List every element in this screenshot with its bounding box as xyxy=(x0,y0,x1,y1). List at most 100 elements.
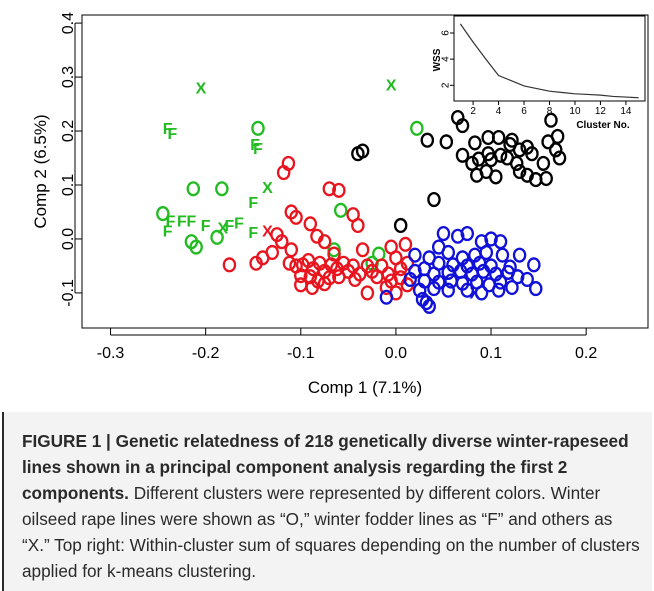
point-green-o xyxy=(251,120,265,136)
point-blue-o xyxy=(520,271,534,287)
inset-y-axis-title: WSS xyxy=(432,48,443,71)
y-tick-label: 0.2 xyxy=(60,120,77,142)
point-black-o xyxy=(465,155,479,171)
point-green-o xyxy=(156,206,170,222)
point-red-o xyxy=(400,255,415,271)
point-red-o xyxy=(355,242,370,258)
inset-y-tick-label: 4 xyxy=(441,56,452,62)
x-axis-title: Comp 1 (7.1%) xyxy=(308,378,422,397)
point-blue-o xyxy=(403,271,417,287)
point-blue-o xyxy=(505,279,519,296)
inset-x-tick-label: 8 xyxy=(547,106,553,117)
point-green-f: F xyxy=(248,225,258,242)
point-blue-o xyxy=(479,244,494,260)
point-green-x: X xyxy=(262,180,273,197)
point-red-o xyxy=(294,268,308,284)
point-black-o xyxy=(525,146,539,162)
figure-plots: -0.3 -0.2 -0.1 0.0 0.1 0.2 -0.1 0.0 0.1 0.2 0.3 0.4… xyxy=(31,12,649,397)
point-green-f: F xyxy=(163,223,173,240)
point-blue-o xyxy=(493,274,508,290)
point-red-o xyxy=(370,269,384,285)
point-red-o xyxy=(303,269,318,285)
point-green-o xyxy=(410,120,424,136)
point-red-o xyxy=(284,242,299,258)
point-black-o xyxy=(544,112,558,128)
point-black-o xyxy=(471,151,486,167)
x-tick-label: 0.1 xyxy=(480,345,502,362)
point-black-o xyxy=(552,150,567,166)
x-tick-label: -0.2 xyxy=(192,345,220,362)
point-green-f: F xyxy=(177,214,187,231)
point-red-o xyxy=(281,155,296,171)
point-red-o xyxy=(351,217,365,234)
point-blue-o xyxy=(529,281,543,297)
point-blue-o xyxy=(460,226,475,242)
point-black-o xyxy=(548,142,563,158)
point-black-o xyxy=(420,132,435,148)
point-black-o xyxy=(541,134,555,150)
point-green-f: F xyxy=(250,137,260,154)
point-red-o xyxy=(303,216,318,232)
point-blue-o xyxy=(495,247,510,263)
point-red-o xyxy=(348,271,362,287)
inset-x-axis-title: Cluster No. xyxy=(576,120,630,131)
inset-x-tick-label: 12 xyxy=(595,106,607,117)
x-tick-label: 0.0 xyxy=(385,345,407,362)
point-blue-x: X xyxy=(470,285,481,302)
point-green-x: X xyxy=(217,221,228,238)
point-green-f: F xyxy=(163,121,173,138)
y-tick-label: 0.0 xyxy=(60,228,77,250)
pca-scatter-plot: -0.3 -0.2 -0.1 0.0 0.1 0.2 -0.1 0.0 0.1 0.2 0.3 0.4… xyxy=(31,12,649,397)
y-tick-label: 0.1 xyxy=(60,174,77,196)
point-green-o xyxy=(189,239,203,255)
inset-x-tick-label: 14 xyxy=(620,106,632,117)
point-blue-o xyxy=(379,289,394,305)
point-red-o xyxy=(222,257,237,273)
point-green-f: F xyxy=(187,214,197,231)
inset-x-tick-label: 10 xyxy=(569,106,581,117)
point-green-f: F xyxy=(167,126,177,143)
inset-x-tick-label: 2 xyxy=(470,106,476,117)
point-red-o xyxy=(332,182,346,198)
point-black-o xyxy=(505,132,519,148)
point-black-o xyxy=(427,192,441,208)
inset-x-tick-label: 6 xyxy=(521,106,527,117)
point-blue-o xyxy=(419,295,434,311)
point-green-o xyxy=(327,242,341,258)
point-blue-o xyxy=(441,244,455,260)
point-black-o xyxy=(439,134,454,150)
x-tick-label: -0.3 xyxy=(97,345,125,362)
point-black-o xyxy=(355,143,370,159)
point-black-o xyxy=(468,135,482,151)
point-red-o xyxy=(275,234,289,250)
point-red-o xyxy=(289,209,303,225)
point-blue-o xyxy=(436,226,451,242)
point-red-o xyxy=(322,181,337,197)
point-green-f: F xyxy=(225,218,235,235)
inset-x-tick-label: 4 xyxy=(496,106,502,117)
point-green-f: F xyxy=(166,214,176,231)
point-blue-o xyxy=(527,257,541,273)
point-green-f: F xyxy=(234,215,244,232)
point-black-o xyxy=(536,155,551,171)
point-blue-o xyxy=(512,247,527,263)
point-red-o xyxy=(294,277,308,293)
point-red-o xyxy=(249,255,263,271)
point-green-o xyxy=(210,229,224,245)
plot-frame xyxy=(81,14,649,329)
point-black-o xyxy=(455,147,470,163)
point-black-o xyxy=(491,129,506,146)
point-green-f: F xyxy=(201,218,211,235)
point-black-o xyxy=(455,118,470,134)
y-tick-label: -0.1 xyxy=(60,279,77,307)
point-red-o xyxy=(360,285,375,301)
point-blue-o xyxy=(472,255,487,271)
point-green-f: F xyxy=(253,141,263,158)
y-tick-label: 0.3 xyxy=(60,66,77,88)
point-green-o xyxy=(215,181,229,197)
inset-y-tick-label: 6 xyxy=(441,30,452,36)
point-blue-o xyxy=(412,282,427,298)
y-axis-title: Comp 2 (6.5%) xyxy=(31,114,50,228)
